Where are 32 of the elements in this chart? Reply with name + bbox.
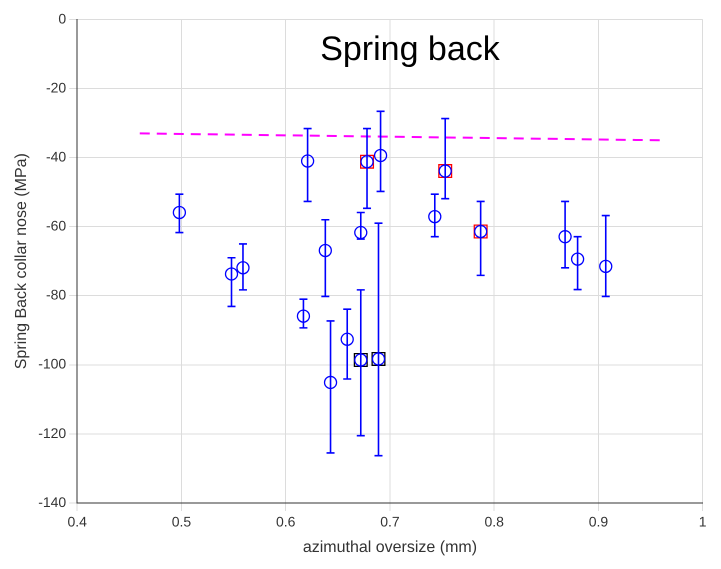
point	[224, 267, 238, 281]
x-tick-label: 0.7	[380, 513, 400, 530]
y-axis-title: Spring Back collar nose (MPa)	[13, 153, 30, 370]
y-tick-label: 0	[58, 10, 66, 26]
x-tick-label: 0.6	[276, 513, 296, 530]
y-tick-label: -100	[38, 356, 66, 372]
chart-title: Spring back	[320, 30, 501, 68]
point	[318, 244, 332, 258]
point	[340, 332, 354, 346]
y-tick-label: -140	[38, 494, 66, 510]
point	[172, 206, 186, 220]
point	[599, 260, 612, 274]
point	[354, 226, 368, 240]
point	[236, 261, 250, 274]
x-tick-label: 0.4	[67, 513, 88, 530]
x-tick-label: 0.5	[172, 513, 192, 530]
y-tick-label: -120	[38, 424, 66, 441]
x-tick-label: 0.8	[484, 513, 504, 530]
x-axis-title: azimuthal oversize (mm)	[302, 538, 478, 556]
x-tick-label: 1	[698, 513, 707, 530]
x-tick-label: 0.9	[588, 513, 608, 530]
point	[558, 230, 572, 244]
y-tick-label: -80	[46, 286, 66, 303]
point	[300, 154, 314, 168]
point	[324, 376, 338, 390]
point	[374, 148, 388, 162]
y-tick-label: -60	[46, 218, 66, 234]
y-tick-label: -20	[46, 79, 66, 96]
y-tick-label: -40	[46, 148, 66, 164]
point	[428, 210, 442, 224]
point	[296, 309, 310, 323]
point	[570, 252, 584, 266]
